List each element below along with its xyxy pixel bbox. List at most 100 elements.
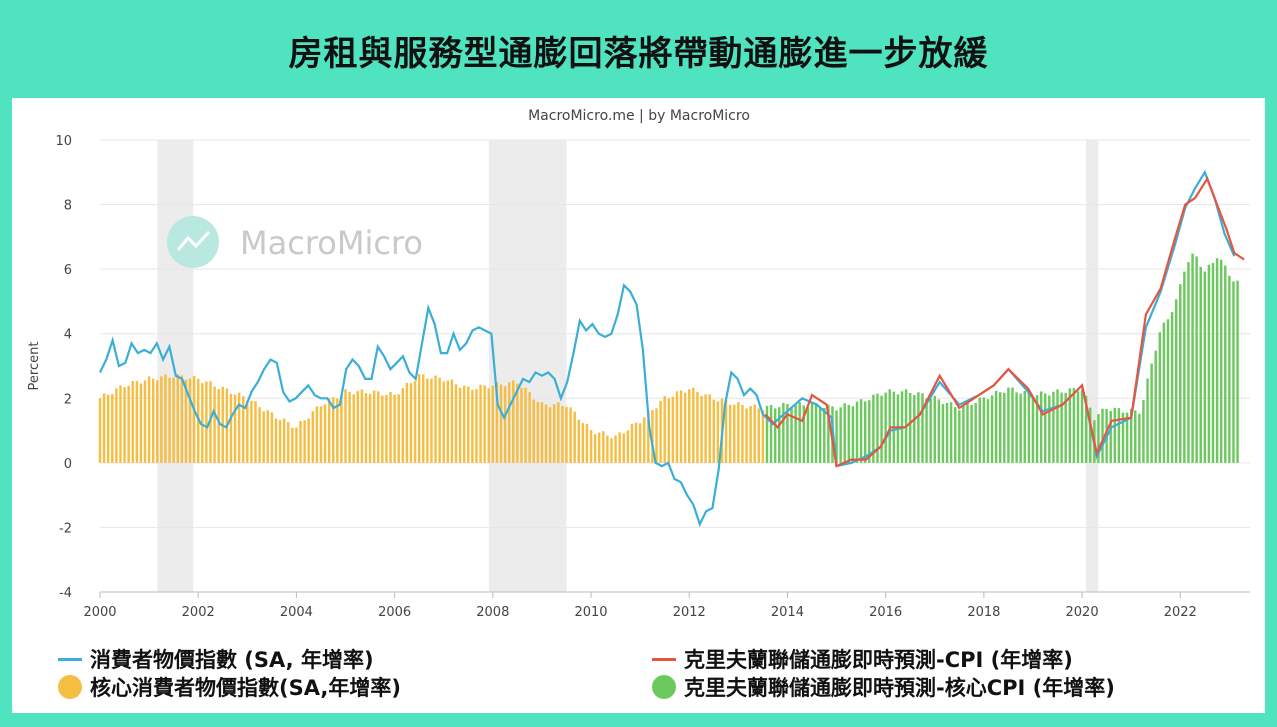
bar-cleveland-core xyxy=(1084,395,1088,463)
bar-core-cpi xyxy=(561,405,564,463)
legend-core-swatch xyxy=(58,675,82,699)
recession-band-2 xyxy=(1085,140,1099,592)
bar-core-cpi xyxy=(741,404,744,463)
bar-core-cpi xyxy=(516,383,519,463)
bar-core-cpi xyxy=(287,422,290,463)
bar-cleveland-core xyxy=(970,405,973,463)
bar-cleveland-core xyxy=(1224,265,1227,463)
bar-cleveland-core xyxy=(851,406,855,463)
legend-cpi[interactable]: 消費者物價指數 (SA, 年增率) xyxy=(58,644,374,674)
legend-core-cpi[interactable]: 核心消費者物價指數(SA,年增率) xyxy=(58,672,401,702)
page-title: 房租與服務型通膨回落將帶動通膨進一步放緩 xyxy=(288,34,989,74)
legend-cleveland-core-label: 克里夫蘭聯儲通膨即時預測-核心CPI (年增率) xyxy=(684,676,1115,700)
chart-source: MacroMicro.me | by MacroMicro xyxy=(528,108,750,124)
bar-core-cpi xyxy=(205,381,208,463)
bar-core-cpi xyxy=(753,404,756,463)
bar-cleveland-core xyxy=(790,407,793,463)
bar-core-cpi xyxy=(409,383,413,463)
bar-core-cpi xyxy=(422,374,425,463)
bar-core-cpi xyxy=(229,393,233,463)
bar-cleveland-core xyxy=(1162,322,1166,463)
bar-cleveland-core xyxy=(1174,299,1178,463)
y-tick-label: -4 xyxy=(59,586,72,601)
bar-core-cpi xyxy=(111,394,114,463)
bar-core-cpi xyxy=(368,393,372,463)
bar-cleveland-core xyxy=(1125,412,1129,463)
bar-cleveland-core xyxy=(839,407,842,463)
bar-core-cpi xyxy=(630,423,634,463)
bar-cleveland-core xyxy=(945,403,949,463)
bar-cleveland-core xyxy=(1146,378,1149,463)
bar-core-cpi xyxy=(393,394,396,463)
bar-cleveland-core xyxy=(1044,393,1047,463)
bar-core-cpi xyxy=(106,394,110,463)
bar-cleveland-core xyxy=(855,401,859,463)
bar-core-cpi xyxy=(557,402,560,463)
bar-cleveland-core xyxy=(1158,332,1162,463)
bar-cleveland-core xyxy=(958,410,961,463)
bar-cleveland-core xyxy=(880,395,883,463)
bar-core-cpi xyxy=(131,380,134,463)
bar-core-cpi xyxy=(724,399,728,463)
bar-core-cpi xyxy=(327,398,331,463)
bar-core-cpi xyxy=(246,400,249,463)
bar-core-cpi xyxy=(655,408,658,463)
bar-cleveland-core xyxy=(868,400,871,463)
bar-cleveland-core xyxy=(1080,389,1084,463)
bar-cleveland-core xyxy=(1195,256,1198,463)
bar-cleveland-core xyxy=(1048,395,1051,463)
bar-cleveland-core xyxy=(974,403,977,463)
bar-core-cpi xyxy=(700,395,703,463)
bar-cleveland-core xyxy=(778,407,781,463)
y-tick-label: 2 xyxy=(64,392,72,407)
bar-cleveland-core xyxy=(999,392,1002,463)
bar-core-cpi xyxy=(266,410,269,463)
bar-cleveland-core xyxy=(810,403,814,463)
bar-cleveland-core xyxy=(1215,258,1219,463)
bar-cleveland-core xyxy=(925,398,928,463)
bar-cleveland-core xyxy=(835,410,838,463)
bar-cleveland-core xyxy=(1109,410,1112,463)
recession-band-0 xyxy=(157,140,194,592)
y-tick-label: 8 xyxy=(64,199,72,214)
bar-core-cpi xyxy=(446,380,450,463)
bar-core-cpi xyxy=(102,393,106,463)
bar-core-cpi xyxy=(634,422,638,463)
bar-cleveland-core xyxy=(1027,392,1031,463)
bar-cleveland-core xyxy=(794,404,797,463)
bar-core-cpi xyxy=(282,418,286,463)
bar-core-cpi xyxy=(201,383,204,463)
x-tick-label: 2008 xyxy=(476,605,509,620)
bar-cleveland-core xyxy=(1117,408,1121,463)
bar-core-cpi xyxy=(151,378,155,463)
legend-cleveland-core[interactable]: 克里夫蘭聯儲通膨即時預測-核心CPI (年增率) xyxy=(652,672,1115,702)
bar-core-cpi xyxy=(704,394,707,463)
bar-core-cpi xyxy=(364,393,368,463)
recession-band-1 xyxy=(488,140,567,592)
bar-core-cpi xyxy=(381,395,384,463)
legend-cleveland-cpi[interactable]: 克里夫蘭聯儲通膨即時預測-CPI (年增率) xyxy=(652,644,1073,674)
bar-core-cpi xyxy=(184,379,188,463)
bar-core-cpi xyxy=(544,404,548,463)
legend-core-label: 核心消費者物價指數(SA,年增率) xyxy=(90,676,401,700)
bar-cleveland-core xyxy=(888,389,891,463)
bar-cleveland-core xyxy=(1207,264,1211,463)
bar-cleveland-core xyxy=(1211,263,1215,463)
bar-core-cpi xyxy=(156,380,159,463)
chart-panel: MacroMicro -4 -2 0 2 4 6 8 10 2000 2002 2004 2006 20… xyxy=(12,98,1265,713)
bar-core-cpi xyxy=(589,430,593,463)
bar-cleveland-core xyxy=(1134,410,1137,463)
bar-core-cpi xyxy=(377,391,380,463)
bar-core-cpi xyxy=(618,432,621,463)
bar-cleveland-core xyxy=(1076,391,1080,463)
bar-core-cpi xyxy=(258,407,261,463)
bar-cleveland-core xyxy=(1015,392,1018,463)
x-tick-label: 2014 xyxy=(771,605,804,620)
bar-core-cpi xyxy=(512,380,515,463)
bar-core-cpi xyxy=(475,389,478,463)
bar-cleveland-core xyxy=(1129,408,1133,463)
bar-core-cpi xyxy=(450,379,454,463)
bar-cleveland-core xyxy=(949,402,953,463)
bar-cleveland-core xyxy=(921,393,924,463)
watermark-logo-line xyxy=(176,230,211,251)
